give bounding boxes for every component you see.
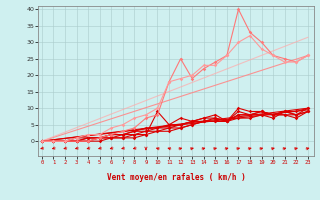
X-axis label: Vent moyen/en rafales ( km/h ): Vent moyen/en rafales ( km/h ) [107,174,245,183]
